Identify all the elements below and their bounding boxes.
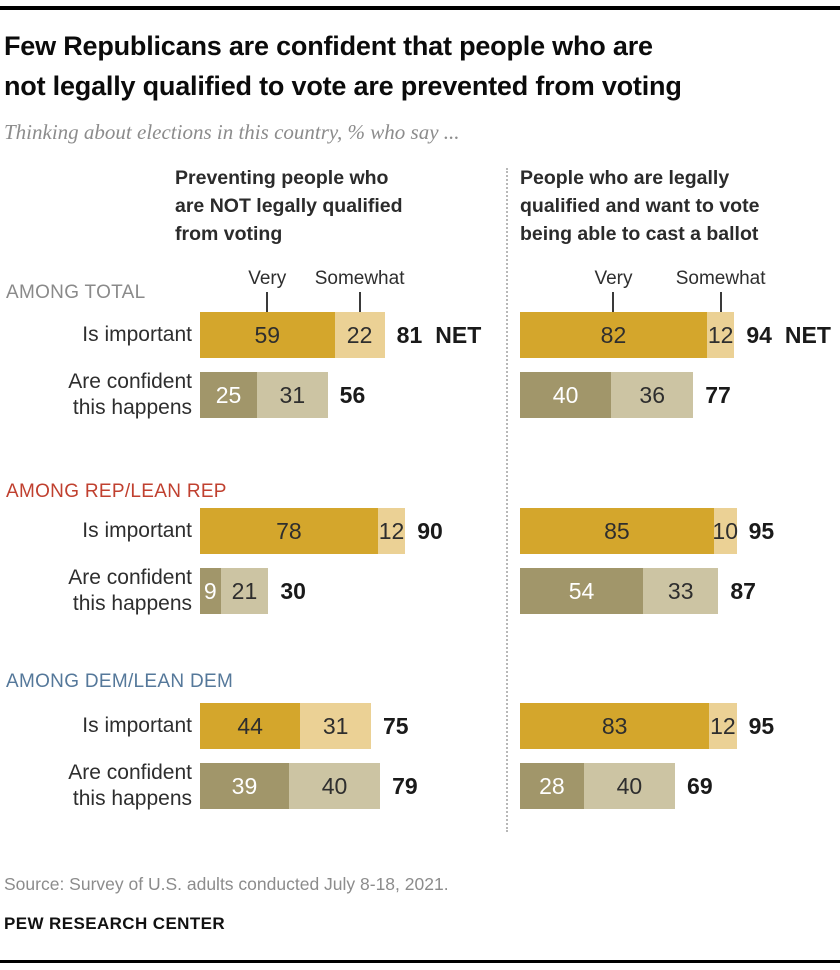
title-line-2: not legally qualified to vote are preven… [4,71,682,101]
chart-subtitle: Thinking about elections in this country… [4,120,460,144]
net-value: 81 [396,321,423,348]
legend-pointer-line-very [612,292,615,314]
net-total: 94 NET [746,312,831,358]
panel-header-line: qualified and want to vote [520,195,760,217]
title-line-1: Few Republicans are confident that peopl… [4,31,653,61]
segment-very: 9 [200,568,221,614]
net-total: 95 [749,703,775,749]
segment-somewhat: 33 [643,568,719,614]
segment-very: 83 [520,703,710,749]
segment-somewhat: 31 [300,703,371,749]
legend-label-very: Very [248,268,287,289]
panel-header-left: Preventing people who are NOT legally qua… [175,164,505,248]
net-total: 95 [749,508,775,554]
segment-somewhat: 12 [709,703,737,749]
bar-rep-important-panel2: 85 10 [520,508,738,554]
net-value: 69 [687,772,713,799]
segment-very: 28 [520,763,584,809]
legend-pointer-line-very [266,292,269,314]
bar-total-important-panel1: 59 22 [200,312,385,358]
legend-label-somewhat: Somewhat [314,268,405,289]
segment-somewhat: 22 [334,312,385,358]
segment-somewhat: 10 [712,508,738,554]
net-suffix-label: NET [784,321,831,348]
section-label-rep: AMONG REP/LEAN REP [6,481,227,502]
row-label-is-important: Is important [82,519,192,542]
net-value: 87 [730,577,756,604]
net-total: 79 [392,763,418,809]
panel-divider-dotted-line [506,168,508,832]
net-total: 87 [730,568,756,614]
segment-very: 54 [520,568,644,614]
net-value: 75 [383,712,409,739]
segment-somewhat: 21 [220,568,269,614]
segment-very: 85 [520,508,714,554]
net-total: 56 [340,372,366,418]
segment-very: 59 [200,312,335,358]
section-label-dem: AMONG DEM/LEAN DEM [6,671,234,692]
bar-dem-important-panel1: 44 31 [200,703,371,749]
net-total: 75 [383,703,409,749]
net-total: 69 [687,763,713,809]
net-value: 30 [280,577,306,604]
panel-header-line: are NOT legally qualified [175,195,403,217]
net-value: 56 [339,381,366,408]
segment-somewhat: 40 [288,763,381,809]
legend-pointer-line-somewhat [719,292,722,314]
net-value: 95 [748,712,775,739]
brand-name: PEW RESEARCH CENTER [4,914,226,933]
bar-dem-confident-panel2: 28 40 [520,763,676,809]
row-label-is-important: Is important [82,714,192,737]
net-suffix-label: NET [435,321,482,348]
net-total: 81 NET [397,312,482,358]
net-total: 30 [280,568,306,614]
segment-very: 44 [200,703,301,749]
legend-pointer-line-somewhat [358,292,361,314]
bottom-rule [0,960,840,963]
segment-very: 39 [200,763,289,809]
bar-dem-confident-panel1: 39 40 [200,763,381,809]
row-label-are-confident: Are confident this happens [68,370,192,419]
panel-header-line: from voting [175,223,283,245]
segment-somewhat: 12 [706,312,735,358]
row-label-are-confident: Are confident this happens [68,566,192,615]
bar-rep-important-panel1: 78 12 [200,508,406,554]
bar-total-important-panel2: 82 12 [520,312,735,358]
segment-very: 78 [200,508,378,554]
bar-rep-confident-panel1: 9 21 [200,568,269,614]
net-value: 79 [392,772,418,799]
segment-very: 40 [520,372,612,418]
top-rule [0,6,840,10]
bar-dem-important-panel2: 83 12 [520,703,737,749]
panel-header-line: Preventing people who [175,167,389,189]
bar-rep-confident-panel2: 54 33 [520,568,719,614]
segment-somewhat: 31 [257,372,328,418]
net-value: 95 [748,517,775,544]
net-total: 90 [417,508,443,554]
segment-somewhat: 36 [611,372,694,418]
legend-label-somewhat: Somewhat [675,268,766,289]
segment-somewhat: 40 [583,763,676,809]
row-label-is-important: Is important [82,323,192,346]
legend-label-very: Very [594,268,633,289]
segment-very: 82 [520,312,707,358]
bar-total-confident-panel2: 40 36 [520,372,694,418]
section-label-total: AMONG TOTAL [6,282,146,303]
net-value: 90 [417,517,443,544]
net-value: 77 [705,381,731,408]
panel-header-line: being able to cast a ballot [520,223,759,245]
segment-very: 25 [200,372,257,418]
panel-header-line: People who are legally [520,167,730,189]
panel-header-right: People who are legally qualified and want… [520,164,840,248]
source-note: Source: Survey of U.S. adults conducted … [4,874,449,894]
segment-somewhat: 12 [377,508,406,554]
row-label-are-confident: Are confident this happens [68,761,192,810]
net-total: 77 [705,372,731,418]
bar-total-confident-panel1: 25 31 [200,372,328,418]
page-title: Few Republicans are confident that peopl… [4,26,838,106]
net-value: 94 [746,321,772,348]
